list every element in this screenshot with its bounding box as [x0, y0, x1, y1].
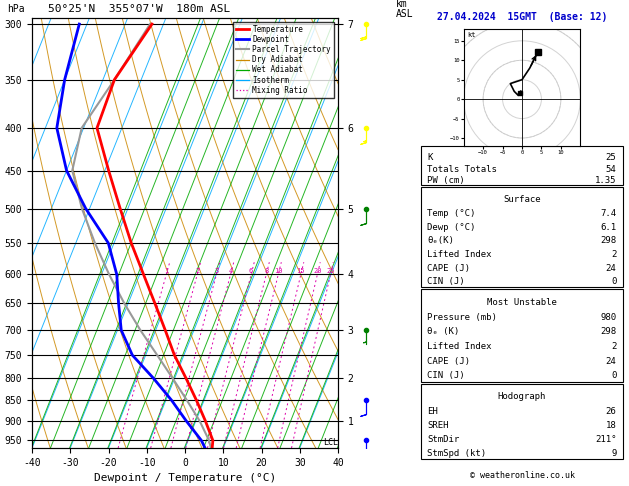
Text: CAPE (J): CAPE (J)	[428, 263, 470, 273]
Y-axis label: hPa: hPa	[0, 223, 2, 243]
Text: 298: 298	[601, 327, 616, 336]
Text: 18: 18	[606, 421, 616, 430]
Legend: Temperature, Dewpoint, Parcel Trajectory, Dry Adiabat, Wet Adiabat, Isotherm, Mi: Temperature, Dewpoint, Parcel Trajectory…	[233, 22, 334, 98]
Text: km
ASL: km ASL	[396, 0, 414, 19]
Text: CIN (J): CIN (J)	[428, 277, 465, 286]
Text: 6.1: 6.1	[601, 223, 616, 232]
Text: 980: 980	[601, 312, 616, 322]
Text: PW (cm): PW (cm)	[428, 176, 465, 186]
Bar	[421, 187, 623, 287]
Text: © weatheronline.co.uk: © weatheronline.co.uk	[469, 471, 574, 480]
Text: θₑ(K): θₑ(K)	[428, 236, 454, 245]
Text: 1: 1	[164, 268, 169, 275]
Text: K: K	[428, 153, 433, 162]
Text: 26: 26	[606, 407, 616, 416]
Text: Most Unstable: Most Unstable	[487, 298, 557, 307]
Text: 2: 2	[611, 342, 616, 351]
Text: 15: 15	[297, 268, 305, 275]
Bar	[421, 384, 623, 459]
Text: Dewp (°C): Dewp (°C)	[428, 223, 476, 232]
Text: 1.35: 1.35	[595, 176, 616, 186]
Text: LCL: LCL	[323, 438, 338, 447]
X-axis label: Dewpoint / Temperature (°C): Dewpoint / Temperature (°C)	[94, 473, 276, 483]
Text: 2: 2	[195, 268, 199, 275]
Text: 9: 9	[611, 450, 616, 458]
Text: hPa: hPa	[8, 4, 25, 14]
Text: 211°: 211°	[595, 435, 616, 444]
Text: Surface: Surface	[503, 195, 541, 204]
Text: Temp (°C): Temp (°C)	[428, 209, 476, 218]
Bar	[421, 146, 623, 185]
Text: Totals Totals: Totals Totals	[428, 165, 498, 174]
Text: 8: 8	[264, 268, 269, 275]
Bar	[421, 289, 623, 382]
Text: 10: 10	[274, 268, 282, 275]
Text: 3: 3	[214, 268, 218, 275]
Text: StmDir: StmDir	[428, 435, 460, 444]
Text: Mixing Ratio (g/kg): Mixing Ratio (g/kg)	[440, 186, 450, 280]
Text: Lifted Index: Lifted Index	[428, 250, 492, 259]
Text: 27.04.2024  15GMT  (Base: 12): 27.04.2024 15GMT (Base: 12)	[437, 12, 607, 22]
Text: 24: 24	[606, 263, 616, 273]
Text: kt: kt	[467, 32, 476, 38]
Text: 24: 24	[606, 357, 616, 365]
Text: CAPE (J): CAPE (J)	[428, 357, 470, 365]
Text: 25: 25	[326, 268, 335, 275]
Text: Pressure (mb): Pressure (mb)	[428, 312, 498, 322]
Text: 4: 4	[228, 268, 233, 275]
Text: 20: 20	[313, 268, 321, 275]
Text: EH: EH	[428, 407, 438, 416]
Text: Hodograph: Hodograph	[498, 393, 546, 401]
Text: StmSpd (kt): StmSpd (kt)	[428, 450, 487, 458]
Text: SREH: SREH	[428, 421, 449, 430]
Text: 50°25'N  355°07'W  180m ASL: 50°25'N 355°07'W 180m ASL	[48, 4, 230, 14]
Text: 2: 2	[611, 250, 616, 259]
Text: 0: 0	[611, 371, 616, 380]
Text: 7.4: 7.4	[601, 209, 616, 218]
Text: 54: 54	[606, 165, 616, 174]
Text: θₑ (K): θₑ (K)	[428, 327, 460, 336]
Text: Lifted Index: Lifted Index	[428, 342, 492, 351]
Text: CIN (J): CIN (J)	[428, 371, 465, 380]
Text: 25: 25	[606, 153, 616, 162]
Text: 6: 6	[249, 268, 253, 275]
Text: 0: 0	[611, 277, 616, 286]
Text: 298: 298	[601, 236, 616, 245]
